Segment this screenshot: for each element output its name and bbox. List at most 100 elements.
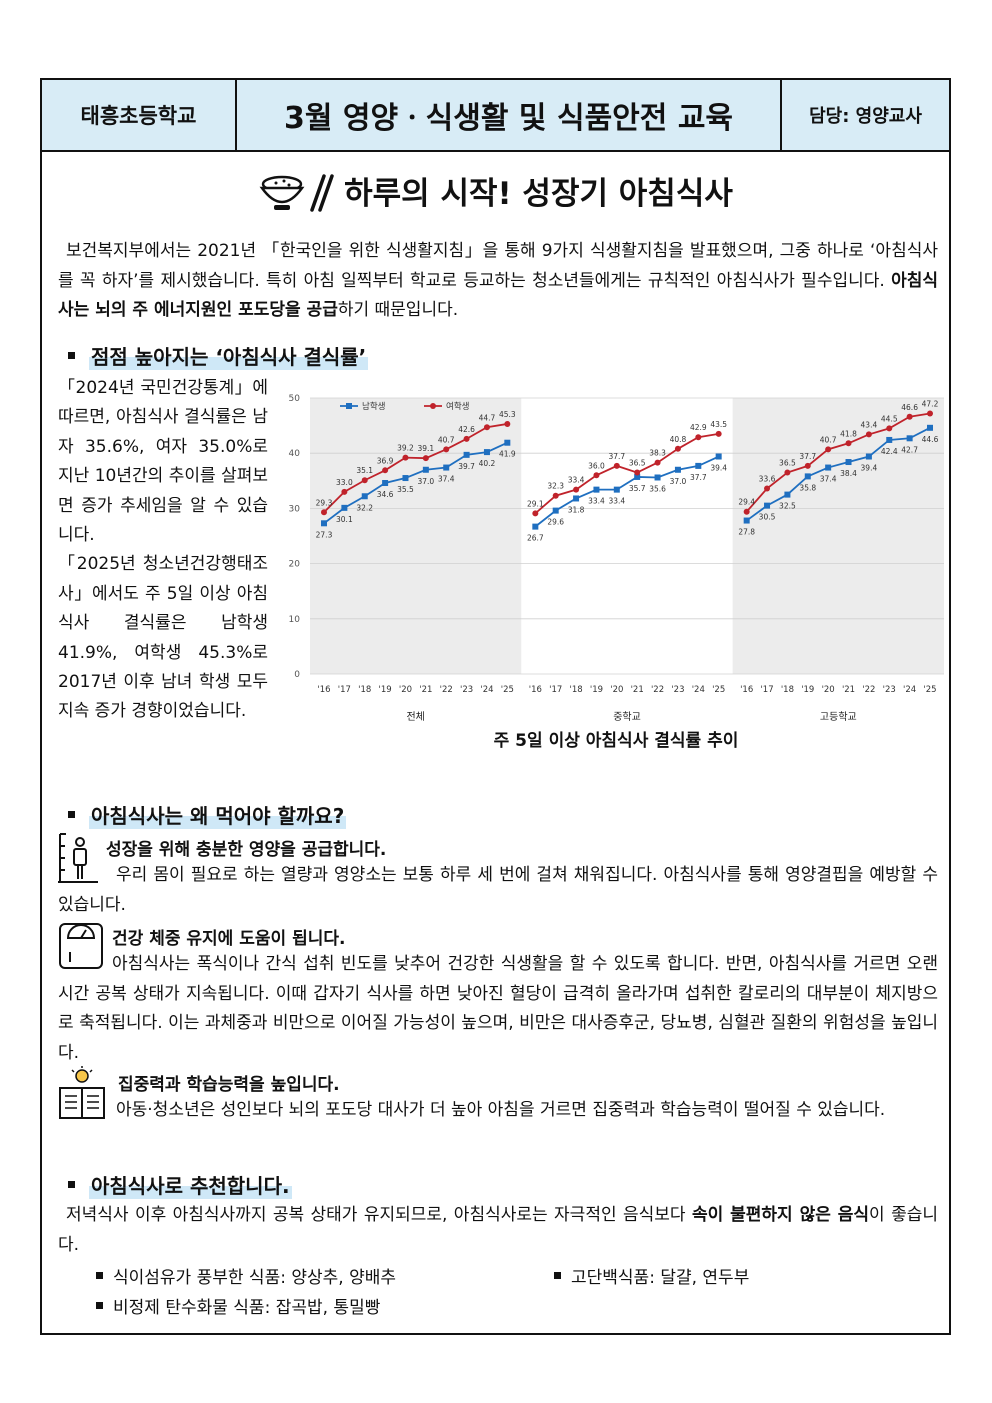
data-point [764, 502, 771, 509]
x-tick-label: '23 [460, 685, 473, 695]
data-point [743, 517, 750, 524]
data-label: 46.6 [901, 403, 918, 412]
data-point [845, 459, 852, 466]
data-point [361, 493, 368, 500]
x-tick-label: '23 [883, 685, 896, 695]
x-tick-label: '21 [419, 685, 432, 695]
data-point [532, 510, 539, 517]
x-tick-label: '25 [923, 685, 936, 695]
newsletter-frame: 태흥초등학교 3월 영양ㆍ식생활 및 식품안전 교육 담당: 영양교사 하루의 … [40, 78, 951, 1335]
data-label: 29.1 [527, 499, 544, 508]
data-point [886, 436, 893, 443]
legend-label: 남학생 [362, 401, 385, 412]
y-tick-label: 20 [289, 560, 301, 570]
data-label: 47.2 [922, 399, 939, 408]
y-tick-label: 10 [289, 615, 301, 625]
data-point [483, 424, 490, 431]
panel-background [521, 398, 733, 674]
data-point [504, 420, 511, 427]
data-label: 32.2 [356, 503, 373, 512]
data-point [825, 464, 832, 471]
bullet-carbs: 비정제 탄수화물 식품: 잡곡밥, 통밀빵 [96, 1293, 380, 1318]
data-point [927, 424, 933, 431]
x-tick-label: '20 [610, 685, 623, 695]
data-label: 29.6 [547, 518, 564, 527]
data-label: 30.1 [336, 515, 353, 524]
y-tick-label: 40 [289, 449, 301, 459]
x-tick-label: '20 [822, 685, 835, 695]
x-tick-label: '20 [399, 685, 412, 695]
data-point [865, 453, 872, 460]
x-tick-label: '24 [903, 685, 916, 695]
bullet-fiber: 식이섬유가 풍부한 식품: 양상추, 양배추 [96, 1263, 396, 1288]
data-point [886, 425, 893, 432]
data-label: 37.4 [820, 475, 837, 484]
data-label: 39.1 [418, 444, 435, 453]
x-tick-label: '16 [317, 685, 330, 695]
y-tick-label: 50 [289, 394, 301, 404]
data-label: 36.9 [377, 456, 394, 465]
data-label: 36.5 [629, 459, 646, 468]
data-point [764, 485, 771, 492]
data-point [552, 492, 559, 499]
rice-bowl-icon [258, 172, 334, 220]
data-label: 45.3 [499, 410, 516, 419]
data-label: 33.6 [759, 475, 776, 484]
panel-label: 전체 [406, 711, 424, 723]
benefit-3-text: 아동·청소년은 성인보다 뇌의 포도당 대사가 더 높아 아침을 거르면 집중력… [116, 1100, 886, 1120]
data-label: 42.6 [458, 425, 475, 434]
newsletter-title: 3월 영양ㆍ식생활 및 식품안전 교육 [237, 80, 782, 150]
data-point [382, 467, 389, 474]
data-label: 42.9 [690, 423, 707, 432]
data-point [382, 480, 389, 487]
data-label: 40.8 [670, 435, 687, 444]
school-name: 태흥초등학교 [42, 80, 237, 150]
section-heading-skip-rate: 점점 높아지는 ‘아침식사 결식률’ [68, 341, 369, 370]
header-table: 태흥초등학교 3월 영양ㆍ식생활 및 식품안전 교육 담당: 영양교사 [42, 80, 949, 152]
data-label: 44.7 [479, 413, 496, 422]
scale-icon [58, 922, 104, 974]
panel-label: 고등학교 [820, 711, 857, 723]
data-label: 27.3 [316, 530, 333, 539]
data-point [654, 474, 661, 481]
data-label: 38.3 [649, 449, 666, 458]
data-label: 37.0 [418, 477, 435, 486]
data-label: 31.8 [568, 505, 585, 514]
data-point [552, 507, 559, 514]
data-label: 37.4 [438, 475, 455, 484]
intro-paragraph: 보건복지부에서는 2021년 「한국인을 위한 식생활지침」을 통해 9가지 식… [58, 241, 938, 320]
data-point [715, 430, 722, 437]
data-point [321, 509, 327, 516]
data-label: 35.8 [799, 483, 816, 492]
data-label: 35.5 [397, 485, 414, 494]
data-point [695, 462, 702, 469]
data-point [784, 469, 791, 476]
data-point [573, 486, 580, 493]
series-line [746, 427, 931, 522]
data-point [845, 440, 852, 447]
main-title: 하루의 시작! 성장기 아침식사 [42, 168, 949, 220]
x-tick-label: '17 [338, 685, 351, 695]
data-point [804, 473, 811, 480]
x-tick-label: '22 [651, 685, 664, 695]
data-point [402, 454, 409, 461]
data-label: 33.4 [588, 497, 605, 506]
y-tick-label: 0 [294, 670, 300, 680]
data-label: 39.2 [397, 444, 414, 453]
x-tick-label: '25 [712, 685, 725, 695]
series-line [534, 455, 720, 528]
data-label: 35.1 [356, 466, 373, 475]
series-line [745, 412, 931, 513]
data-point [443, 446, 450, 453]
data-label: 37.0 [670, 477, 687, 486]
data-label: 39.4 [710, 464, 727, 473]
data-label: 36.0 [588, 461, 605, 470]
data-label: 44.6 [922, 435, 939, 444]
data-point [613, 462, 620, 469]
data-point [715, 453, 722, 460]
x-tick-label: '17 [760, 685, 773, 695]
teacher-label: 담당: 영양교사 [782, 80, 949, 150]
data-point [825, 446, 832, 453]
data-point [634, 469, 641, 476]
x-tick-label: '22 [440, 685, 453, 695]
